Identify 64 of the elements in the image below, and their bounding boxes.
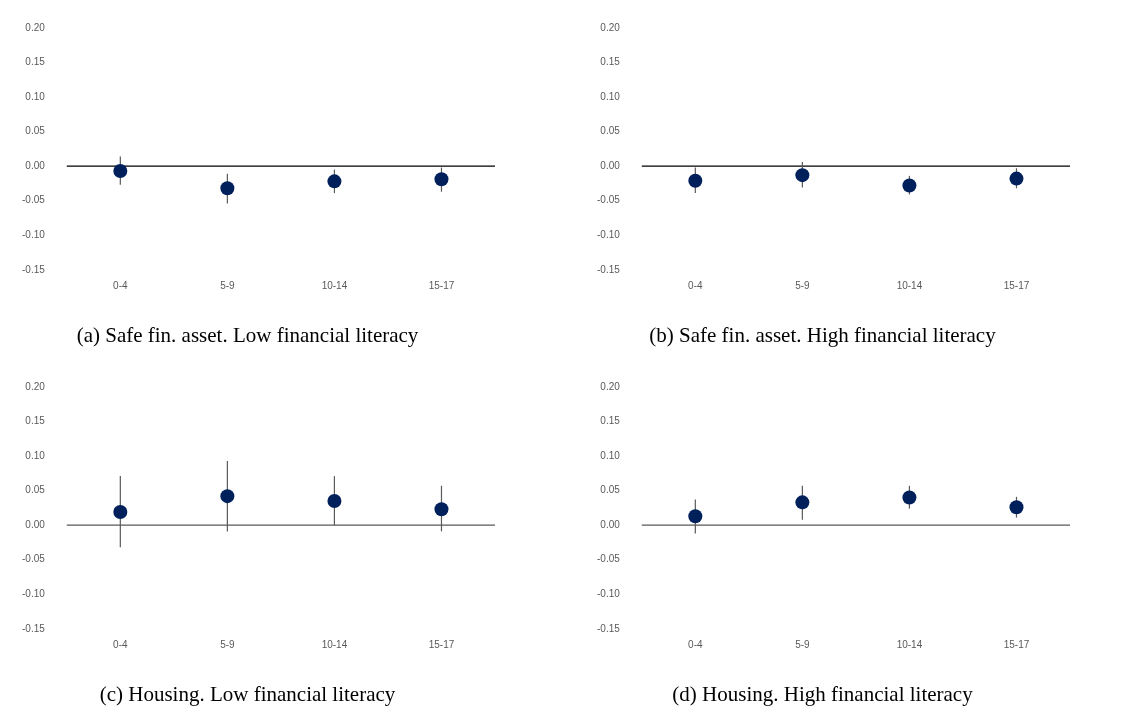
text: (b) Safe fin. asset. High financial literacy <box>649 322 997 347</box>
y-tick-label: -0.15 <box>597 622 621 634</box>
point <box>434 502 449 517</box>
point <box>1009 500 1024 515</box>
x-tick-label: 15-17 <box>428 638 455 650</box>
y-tick-label: 0.15 <box>25 415 46 427</box>
x-tick-label: 10-14 <box>321 638 348 650</box>
y-tick-label: -0.15 <box>22 622 46 634</box>
y-tick-label: -0.05 <box>22 194 46 206</box>
x-tick-label: 15-17 <box>1003 638 1030 650</box>
y-tick-label: 0.20 <box>600 380 621 392</box>
x-tick-label: 15-17 <box>1003 279 1030 291</box>
point <box>220 181 235 196</box>
point <box>327 493 342 508</box>
y-tick-label: -0.10 <box>22 588 46 600</box>
x-tick-label: 5-9 <box>795 638 811 650</box>
y-tick-label: -0.15 <box>597 263 621 275</box>
x-tick-label: 5-9 <box>795 279 811 291</box>
point <box>113 505 128 520</box>
point <box>902 490 917 505</box>
y-tick-label: 0.00 <box>25 159 46 171</box>
point <box>327 174 342 189</box>
x-tick-label: 0-4 <box>113 638 128 650</box>
point <box>113 164 128 179</box>
y-tick-label: -0.05 <box>22 553 46 565</box>
point <box>795 495 810 510</box>
y-tick-label: 0.20 <box>25 380 46 392</box>
x-tick-label: 0-4 <box>113 279 128 291</box>
y-tick-label: 0.15 <box>600 415 621 427</box>
x-tick-label: 10-14 <box>896 279 923 291</box>
y-tick-label: 0.05 <box>25 484 46 496</box>
y-tick-label: 0.10 <box>600 90 621 102</box>
y-tick-label: -0.15 <box>22 263 46 275</box>
y-tick-label: -0.05 <box>597 194 621 206</box>
y-tick-label: 0.05 <box>600 125 621 137</box>
y-tick-label: 0.10 <box>25 90 46 102</box>
x-tick-label: 0-4 <box>688 638 703 650</box>
y-tick-label: -0.10 <box>22 229 46 241</box>
point <box>220 489 235 504</box>
x-tick-label: 5-9 <box>220 279 236 291</box>
y-tick-label: 0.10 <box>25 449 46 461</box>
y-tick-label: 0.15 <box>600 56 621 68</box>
y-tick-label: 0.05 <box>25 125 46 137</box>
y-tick-label: 0.20 <box>600 21 621 33</box>
y-tick-label: -0.10 <box>597 588 621 600</box>
x-tick-label: 15-17 <box>428 279 455 291</box>
y-tick-label: 0.00 <box>25 518 46 530</box>
point <box>688 509 703 524</box>
y-tick-label: 0.00 <box>600 518 621 530</box>
y-tick-label: 0.00 <box>600 159 621 171</box>
y-tick-label: -0.05 <box>597 553 621 565</box>
x-tick-label: 10-14 <box>896 638 923 650</box>
y-tick-label: -0.10 <box>597 229 621 241</box>
y-tick-label: 0.10 <box>600 449 621 461</box>
x-tick-label: 0-4 <box>688 279 703 291</box>
x-tick-label: 5-9 <box>220 638 236 650</box>
y-tick-label: 0.05 <box>600 484 621 496</box>
point <box>434 172 449 187</box>
y-tick-label: 0.20 <box>25 21 46 33</box>
text: (c) Housing. Low financial literacy <box>99 681 396 706</box>
y-tick-label: 0.15 <box>25 56 46 68</box>
text: (d) Housing. High financial literacy <box>672 681 974 706</box>
text: (a) Safe fin. asset. Low financial literacy <box>76 322 419 347</box>
x-tick-label: 10-14 <box>321 279 348 291</box>
